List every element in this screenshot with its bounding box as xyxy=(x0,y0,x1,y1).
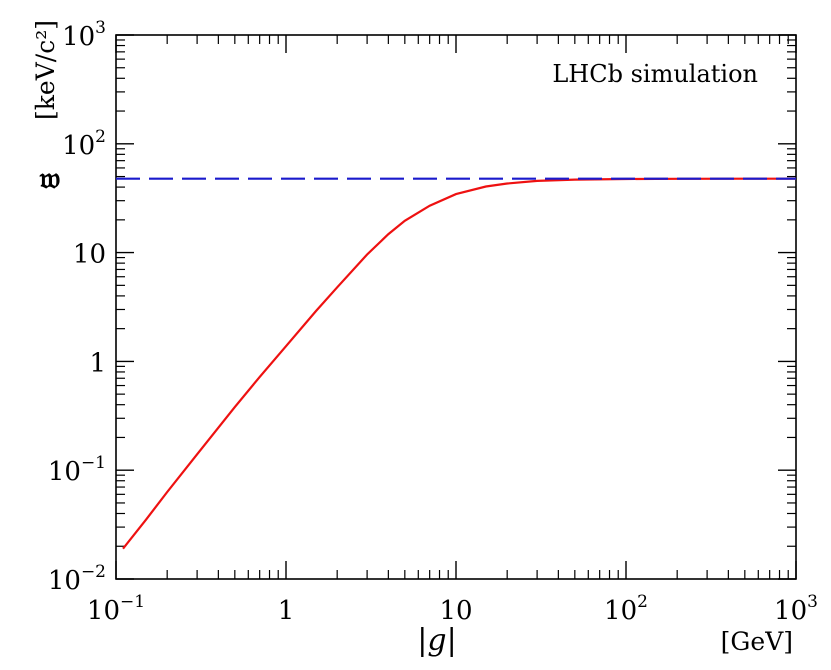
major-ticks xyxy=(115,34,797,580)
plot-frame xyxy=(115,34,797,580)
simulation-annotation: LHCb simulation xyxy=(552,60,758,88)
y-axis-unit: [keV/c²] xyxy=(31,20,60,120)
y-tick-label: 103 xyxy=(62,18,106,52)
x-axis-label: |g| xyxy=(417,623,456,658)
series-layer xyxy=(116,177,796,550)
x-tick-label: 102 xyxy=(604,592,648,626)
x-tick-labels: 10−1 1 10 102 103 xyxy=(87,592,818,626)
y-tick-labels: 10−2 10−1 1 10 102 103 xyxy=(48,18,106,596)
y-tick-label: 10−2 xyxy=(48,562,106,596)
minor-ticks xyxy=(116,35,796,579)
x-tick-label: 10 xyxy=(439,596,472,626)
x-tick-label: 10−1 xyxy=(87,592,145,626)
y-axis-label: 𝔴 xyxy=(39,161,61,196)
y-tick-label: 10−1 xyxy=(48,453,106,487)
y-tick-label: 1 xyxy=(89,348,106,378)
x-tick-label: 1 xyxy=(278,596,295,626)
series-width xyxy=(122,177,796,550)
x-tick-label: 103 xyxy=(774,592,818,626)
y-tick-label: 10 xyxy=(73,240,106,270)
x-axis-unit: [GeV] xyxy=(721,627,793,656)
y-tick-label: 102 xyxy=(62,127,106,161)
